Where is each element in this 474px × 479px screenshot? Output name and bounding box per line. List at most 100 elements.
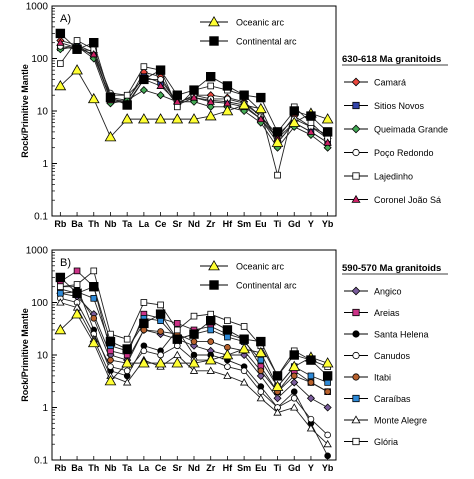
x-tick-label-sr: Sr [173, 219, 183, 229]
data-point [121, 357, 134, 368]
y-tick-label: 1 [42, 403, 48, 414]
data-point [140, 299, 148, 306]
data-point [188, 357, 200, 368]
data-point [324, 388, 331, 395]
data-point [224, 363, 231, 370]
data-point [324, 452, 331, 460]
x-tick-label-eu: Eu [255, 219, 267, 229]
data-point [189, 366, 199, 374]
data-point [272, 127, 283, 137]
legend-entry: Oceanic arc [236, 18, 285, 28]
data-point [256, 92, 266, 103]
legend-entry: Lajedinho [374, 172, 413, 182]
data-point [156, 81, 165, 89]
y-tick-label: 10 [37, 351, 49, 362]
data-point [155, 65, 166, 75]
legend-entry: Glória [374, 437, 398, 447]
data-point [139, 86, 148, 95]
data-point [154, 113, 167, 124]
data-point [189, 329, 199, 339]
x-tick-label-nb: Nb [104, 219, 116, 229]
data-point [288, 116, 301, 127]
y-axis-label: Rock/Primitive Mantle [20, 64, 30, 158]
data-point [221, 105, 234, 116]
granitoid-legend: 590-570 Ma granitoids Angico Areias Santa H… [342, 263, 448, 447]
data-point [289, 106, 299, 116]
data-point [107, 356, 114, 364]
data-point [290, 372, 298, 380]
x-tick-label-sr: Sr [173, 463, 183, 473]
data-point [207, 338, 215, 345]
data-point [324, 431, 331, 439]
data-point [207, 82, 215, 90]
data-point [290, 388, 298, 395]
data-point [256, 393, 265, 402]
panel-a-chart: 0.1 1 10 100 1000 Rb Ba Th Nb Ta La Ce Sr Nd Zr Hf Sm Eu T… [20, 2, 448, 230]
data-point [104, 375, 117, 386]
x-tick-label-ba: Ba [71, 219, 83, 229]
data-point [89, 37, 99, 48]
data-point [322, 371, 333, 381]
x-tick-label-zr: Zr [206, 463, 215, 473]
x-tick-label-th: Th [88, 219, 99, 229]
data-point [87, 92, 100, 104]
x-tick-label-ce: Ce [155, 219, 167, 229]
panel-label: A) [60, 13, 71, 25]
legend-entry: Sitios Novos [374, 101, 425, 111]
data-point [271, 136, 284, 147]
legend-entry: Poço Redondo [374, 148, 434, 158]
data-point [54, 323, 67, 335]
data-point [239, 334, 249, 344]
data-point [172, 334, 182, 344]
data-point [157, 328, 164, 335]
data-point [122, 100, 132, 110]
data-point [204, 110, 217, 121]
data-point [306, 355, 316, 365]
data-point [306, 394, 315, 403]
data-point [89, 281, 99, 292]
data-point [256, 371, 265, 380]
data-point [157, 301, 164, 309]
data-point [290, 394, 298, 402]
legend-marker [352, 394, 360, 403]
data-point [307, 379, 315, 386]
data-point [123, 335, 131, 343]
data-point [55, 28, 66, 39]
data-point [72, 288, 82, 298]
data-point [322, 127, 333, 137]
data-point [90, 267, 98, 275]
legend-entry: Itabi [374, 373, 391, 383]
panel-b-chart: 0.1 1 10 100 1000 Rb Ba Th Nb Ta La Ce Sr Nd Zr Hf Sm Eu T… [20, 246, 448, 473]
data-point [122, 344, 132, 354]
y-tick-label: 1 [42, 159, 48, 170]
data-point [273, 394, 282, 403]
x-tick-label-la: La [139, 463, 150, 473]
data-point [72, 44, 82, 54]
x-tick-label-ti: Ti [274, 219, 282, 229]
legend-entry: Monte Alegre [374, 416, 427, 426]
data-point [188, 113, 200, 124]
legend-marker [351, 415, 361, 424]
data-point [257, 356, 265, 364]
legend-marker [351, 194, 361, 203]
data-point [171, 113, 184, 124]
data-point [71, 64, 83, 75]
data-point [189, 341, 199, 350]
data-point [140, 347, 148, 355]
data-point [238, 99, 250, 110]
x-tick-label-eu: Eu [255, 463, 267, 473]
data-point [190, 338, 198, 345]
x-tick-label-ta: Ta [122, 463, 133, 473]
data-point [71, 308, 83, 319]
data-point [271, 380, 284, 391]
x-tick-label-rb: Rb [54, 463, 66, 473]
legend-entry: Continental arc [236, 281, 297, 291]
data-point [123, 91, 131, 99]
legend-marker [351, 124, 361, 134]
x-tick-label-yb: Yb [322, 219, 334, 229]
panel-label: B) [60, 257, 71, 269]
data-point [321, 357, 334, 368]
x-tick-label-y: Y [308, 219, 314, 229]
data-point [173, 320, 181, 327]
